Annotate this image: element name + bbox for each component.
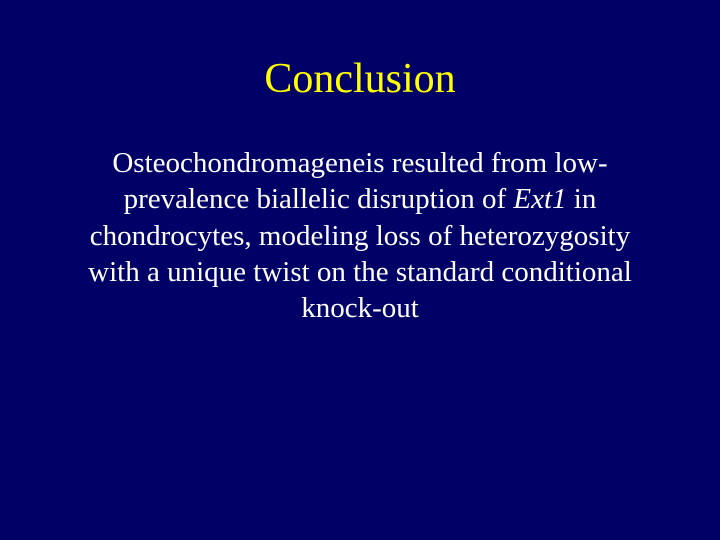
body-text-italic: Ext1 bbox=[513, 183, 566, 215]
slide-title: Conclusion bbox=[60, 55, 660, 103]
slide-container: Conclusion Osteochondromageneis resulted… bbox=[0, 0, 720, 540]
slide-body: Osteochondromageneis resulted from low-p… bbox=[60, 145, 660, 326]
